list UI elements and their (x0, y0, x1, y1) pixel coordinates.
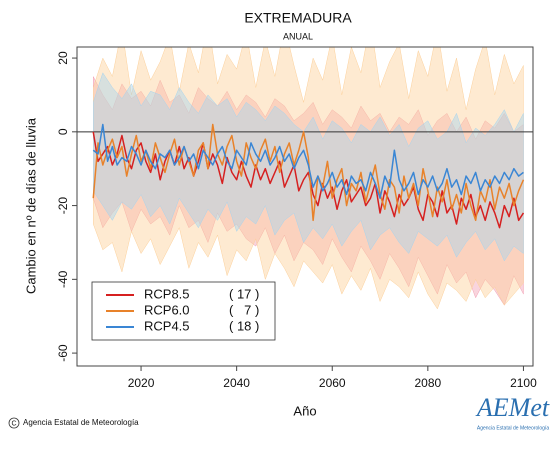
plot-frame (76, 46, 534, 367)
legend-label: RCP4.5 (144, 318, 190, 333)
series-line (92, 123, 524, 199)
y-tick-label: 20 (56, 51, 70, 65)
x-axis-label: Año (293, 403, 316, 418)
series-line (92, 123, 525, 222)
copyright-circle (8, 417, 20, 429)
chart-title: EXTREMADURA (244, 10, 352, 26)
legend-count: ( 18 ) (229, 318, 259, 333)
spread-band (93, 76, 524, 306)
y-tick-label: -60 (56, 344, 70, 362)
x-tick-label: 2060 (319, 376, 346, 390)
x-tick-label: 2040 (223, 376, 250, 390)
logo: AEMet (475, 393, 550, 422)
x-tick-label: 2020 (128, 376, 155, 390)
legend-count: ( 7 ) (229, 302, 259, 317)
legend-count: ( 17 ) (229, 286, 259, 301)
y-tick-label: -40 (56, 270, 70, 288)
plot-area (77, 47, 533, 310)
spread-band (93, 47, 524, 310)
legend-label: RCP6.0 (144, 302, 190, 317)
chart-subtitle: ANUAL (283, 31, 313, 41)
copyright: C (11, 420, 16, 427)
logo-caption: Agencia Estatal de Meteorología (477, 425, 549, 431)
y-tick-label: -20 (56, 197, 70, 215)
x-tick-label: 2100 (510, 376, 537, 390)
x-tick-label: 2080 (414, 376, 441, 390)
y-tick-label: 0 (56, 128, 70, 135)
legend-label: RCP8.5 (144, 286, 190, 301)
y-axis-label: Cambio en nº de días de lluvia (23, 117, 38, 294)
footer: Agencia Estatal de Meteorología (23, 418, 139, 427)
